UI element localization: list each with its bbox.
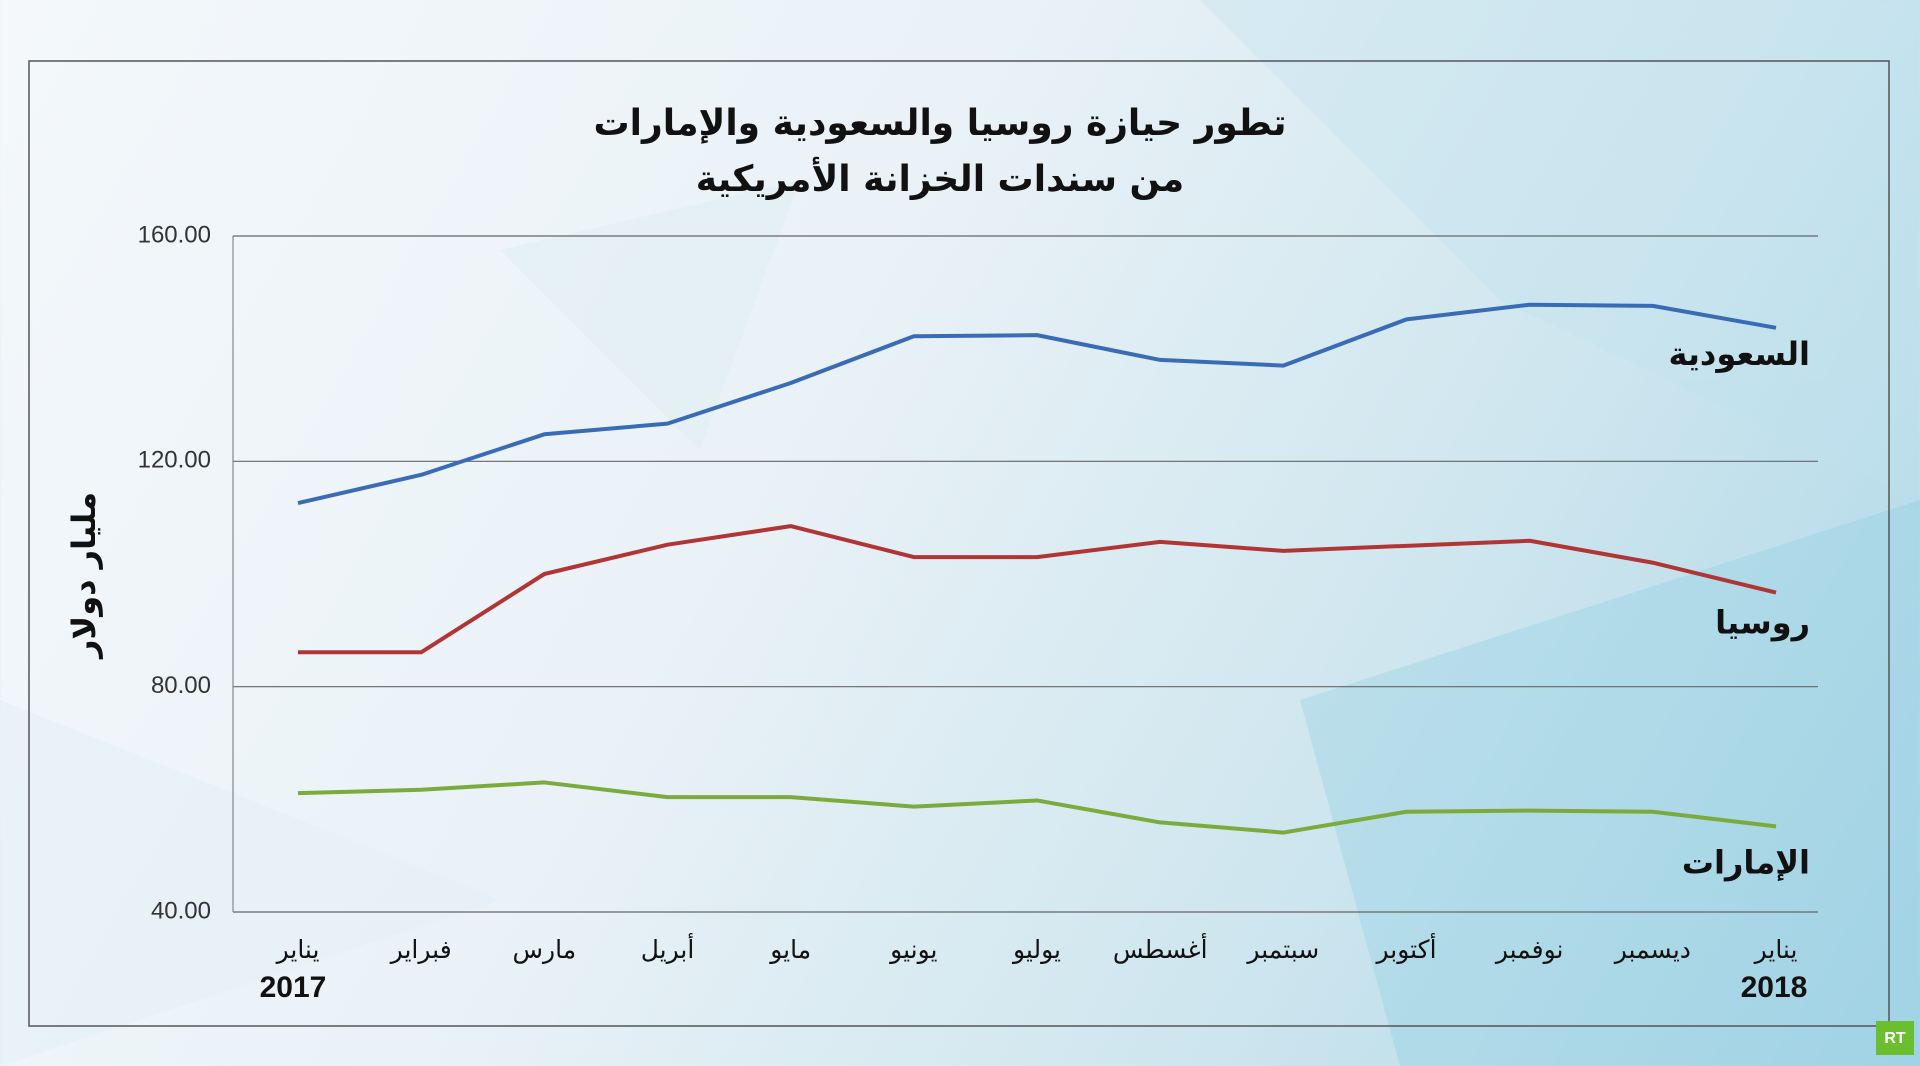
x-tick-label: أبريل bbox=[641, 932, 695, 964]
series-line bbox=[297, 780, 1777, 835]
series-label: السعودية bbox=[1668, 335, 1810, 373]
x-tick-label: نوفمبر bbox=[1494, 935, 1564, 964]
x-tick-label: يوليو bbox=[1011, 935, 1061, 964]
logo-box bbox=[1876, 1021, 1914, 1055]
x-tick-label: سبتمبر bbox=[1245, 935, 1319, 964]
x-tick-label: مايو bbox=[768, 935, 811, 964]
series-label: الإمارات bbox=[1682, 843, 1810, 881]
y-axis-label: مليار دولار bbox=[65, 492, 103, 660]
series-label: روسيا bbox=[1715, 604, 1810, 642]
series-line bbox=[297, 302, 1777, 505]
logo-text: RT bbox=[1884, 1030, 1906, 1047]
x-tick-label: أغسطس bbox=[1113, 932, 1208, 964]
x-tick-label: مارس bbox=[513, 935, 577, 964]
y-tick-label: 160.00 bbox=[138, 221, 211, 248]
chart-subtitle: من سندات الخزانة الأمريكية bbox=[696, 156, 1184, 200]
y-tick-label: 40.00 bbox=[151, 897, 211, 924]
x-tick-label: يونيو bbox=[888, 935, 937, 964]
x-tick-label: أكتوبر bbox=[1374, 932, 1436, 964]
year-label: 2018 bbox=[1741, 971, 1808, 1004]
series-line bbox=[298, 524, 1777, 655]
y-tick-label: 120.00 bbox=[138, 447, 211, 474]
x-tick-label: يناير bbox=[1753, 935, 1798, 964]
x-tick-label: يناير bbox=[275, 935, 320, 964]
frame bbox=[28, 60, 1890, 1027]
logo: RT bbox=[1876, 1021, 1914, 1055]
y-tick-label: 80.00 bbox=[151, 672, 211, 699]
year-label: 2017 bbox=[260, 971, 327, 1004]
x-tick-label: ديسمبر bbox=[1613, 935, 1691, 964]
chart-title: تطور حيازة روسيا والسعودية والإمارات bbox=[593, 103, 1286, 144]
x-tick-label: فبراير bbox=[389, 935, 452, 964]
